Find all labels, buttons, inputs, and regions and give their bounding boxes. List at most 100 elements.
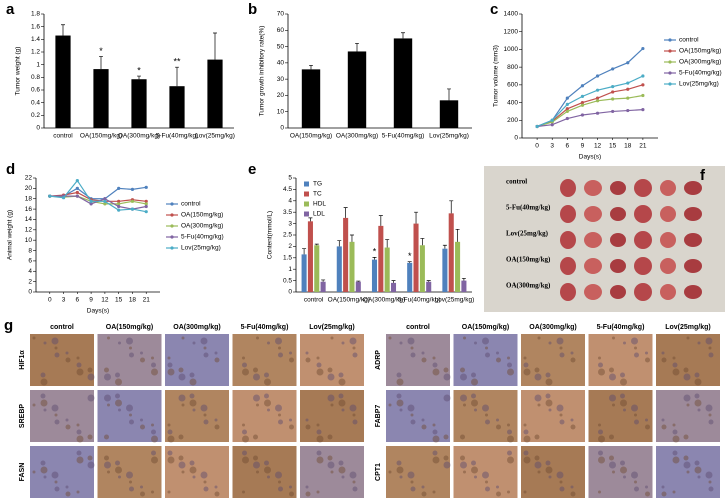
y-axis-label: Content(mmol/L): [267, 211, 274, 259]
legend-swatch: [304, 191, 309, 197]
histology-image: [232, 390, 297, 442]
cell-texture: [432, 490, 436, 494]
cell-texture: [410, 346, 414, 350]
cell-texture: [242, 435, 249, 443]
legend-label: OA(150mg/kg): [181, 212, 223, 219]
y-axis-label: Tumor weight (g): [15, 47, 22, 96]
cell-texture: [242, 456, 249, 464]
cell-texture: [275, 471, 282, 479]
error-bar: [175, 66, 179, 87]
error-bar: [449, 200, 454, 214]
cell-texture: [661, 418, 665, 422]
column-label: OA(150mg/kg): [462, 324, 509, 331]
point: [565, 109, 569, 114]
histology-image: [453, 390, 518, 442]
cell-texture: [545, 372, 551, 378]
histology-image: [588, 390, 653, 442]
annotation: **: [173, 57, 181, 67]
point: [595, 99, 600, 103]
cell-texture: [267, 341, 270, 345]
cell-texture: [214, 351, 218, 355]
cell-texture: [697, 341, 701, 345]
cell-texture: [609, 394, 616, 402]
cell-texture: [203, 346, 207, 350]
cell-texture: [76, 356, 80, 360]
cell-texture: [634, 413, 637, 417]
cell-texture: [289, 357, 294, 363]
cell-texture: [620, 393, 625, 399]
cell-texture: [118, 408, 121, 412]
cell-texture: [463, 470, 466, 474]
row-label: FASN: [19, 463, 26, 482]
cell-texture: [672, 423, 676, 427]
cell-texture: [507, 490, 510, 494]
cell-texture: [278, 419, 283, 425]
cell-texture: [214, 424, 220, 430]
histology-image: [656, 446, 720, 498]
cell-texture: [140, 418, 143, 422]
legend-marker: [668, 49, 672, 53]
cell-texture: [242, 368, 249, 376]
y-tick-label: 22: [25, 175, 33, 182]
cell-texture: [598, 368, 605, 376]
cell-texture: [327, 434, 333, 440]
cell-texture: [631, 471, 638, 479]
point: [89, 199, 93, 203]
cell-texture: [203, 486, 209, 492]
panel-letter: b: [248, 1, 257, 18]
tumor: [684, 259, 702, 273]
point: [89, 202, 93, 206]
cell-texture: [471, 460, 476, 466]
point: [580, 103, 585, 107]
point: [641, 108, 645, 112]
histology-image: [656, 334, 720, 386]
cell-texture: [264, 399, 271, 407]
tumor: [684, 181, 702, 195]
panel-letter: d: [6, 161, 15, 178]
point: [144, 199, 148, 203]
cell-texture: [167, 450, 173, 456]
cell-texture: [349, 337, 357, 345]
cell-texture: [330, 336, 334, 340]
cell-texture: [43, 475, 47, 479]
cell-texture: [242, 450, 247, 456]
cell-texture: [556, 404, 564, 412]
x-tick-label: OA(300mg/kg): [336, 133, 378, 140]
point: [626, 61, 630, 65]
cell-texture: [51, 404, 59, 412]
x-tick-label: 15: [115, 297, 123, 304]
cell-texture: [623, 475, 626, 479]
y-tick-label: 1.2: [31, 49, 40, 56]
cell-texture: [316, 368, 324, 376]
y-tick-label: 1400: [504, 11, 519, 18]
error-bar: [461, 277, 466, 281]
row-label: SREBP: [19, 404, 26, 428]
cell-texture: [167, 423, 171, 427]
x-tick-label: 5-Fu(40mg/kg): [398, 297, 441, 304]
point: [595, 88, 600, 92]
cell-texture: [264, 372, 269, 378]
point: [565, 107, 569, 111]
cell-texture: [316, 450, 322, 456]
cell-texture: [661, 485, 665, 489]
tumor: [584, 232, 602, 248]
photo-label: control: [506, 178, 527, 186]
cell-texture: [76, 423, 80, 427]
cell-texture: [443, 394, 451, 402]
cell-texture: [129, 419, 134, 425]
cell-texture: [705, 337, 713, 345]
cell-texture: [556, 471, 564, 479]
cell-texture: [694, 378, 702, 386]
cell-texture: [672, 490, 676, 494]
cell-texture: [609, 373, 616, 381]
cell-texture: [104, 367, 109, 373]
y-tick-label: 3: [288, 220, 292, 227]
cell-texture: [264, 460, 269, 466]
cell-texture: [559, 413, 563, 417]
cell-texture: [421, 491, 427, 497]
histology-image: [521, 334, 585, 386]
cell-texture: [523, 490, 527, 494]
cell-texture: [151, 450, 156, 456]
bar: [384, 247, 390, 292]
x-tick-label: 18: [624, 143, 632, 150]
